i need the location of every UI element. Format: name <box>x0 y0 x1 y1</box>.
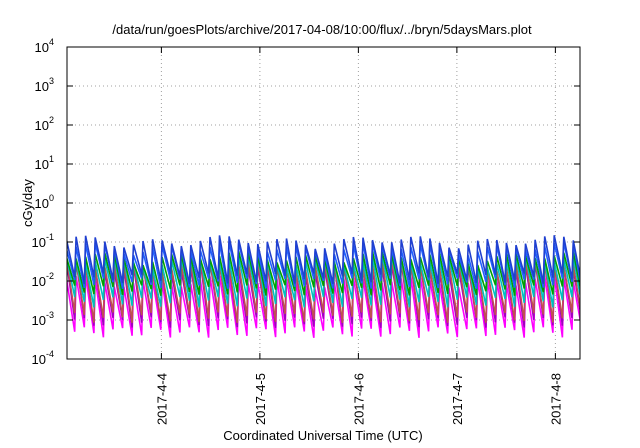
y-tick-exponent: -1 <box>46 232 54 242</box>
y-tick-exponent: -2 <box>46 271 54 281</box>
x-tick-label: 2017-4-8 <box>548 373 563 425</box>
series-group <box>67 235 580 338</box>
y-tick-exponent: 2 <box>49 115 54 125</box>
y-tick-label: 102 <box>35 115 54 133</box>
y-tick-label: 100 <box>35 193 54 211</box>
x-tick-label: 2017-4-7 <box>450 373 465 425</box>
y-tick-label: 104 <box>35 37 54 55</box>
y-tick-exponent: 4 <box>49 37 54 47</box>
y-tick-exponent: -3 <box>46 310 54 320</box>
y-tick-label: 10-4 <box>32 349 54 367</box>
y-tick-exponent: 1 <box>49 154 54 164</box>
y-tick-label: 10-3 <box>32 310 54 328</box>
x-tick-label: 2017-4-4 <box>154 373 169 425</box>
y-tick-exponent: 3 <box>49 76 54 86</box>
x-tick-label: 2017-4-5 <box>253 373 268 425</box>
y-tick-label: 10-2 <box>32 271 54 289</box>
y-tick-label: 103 <box>35 76 54 94</box>
y-tick-label: 101 <box>35 154 54 172</box>
x-tick-label: 2017-4-6 <box>351 373 366 425</box>
y-tick-exponent: -4 <box>46 349 54 359</box>
x-axis-label: Coordinated Universal Time (UTC) <box>223 428 422 443</box>
y-tick-label: 10-1 <box>32 232 54 250</box>
y-axis-label: cGy/day <box>20 179 35 227</box>
chart-title: /data/run/goesPlots/archive/2017-04-08/1… <box>112 22 532 37</box>
y-tick-exponent: 0 <box>49 193 54 203</box>
series-line <box>67 235 580 285</box>
x-axis: 2017-4-4 2017-4-5 2017-4-6 2017-4-7 2017-4-8 <box>154 47 563 425</box>
